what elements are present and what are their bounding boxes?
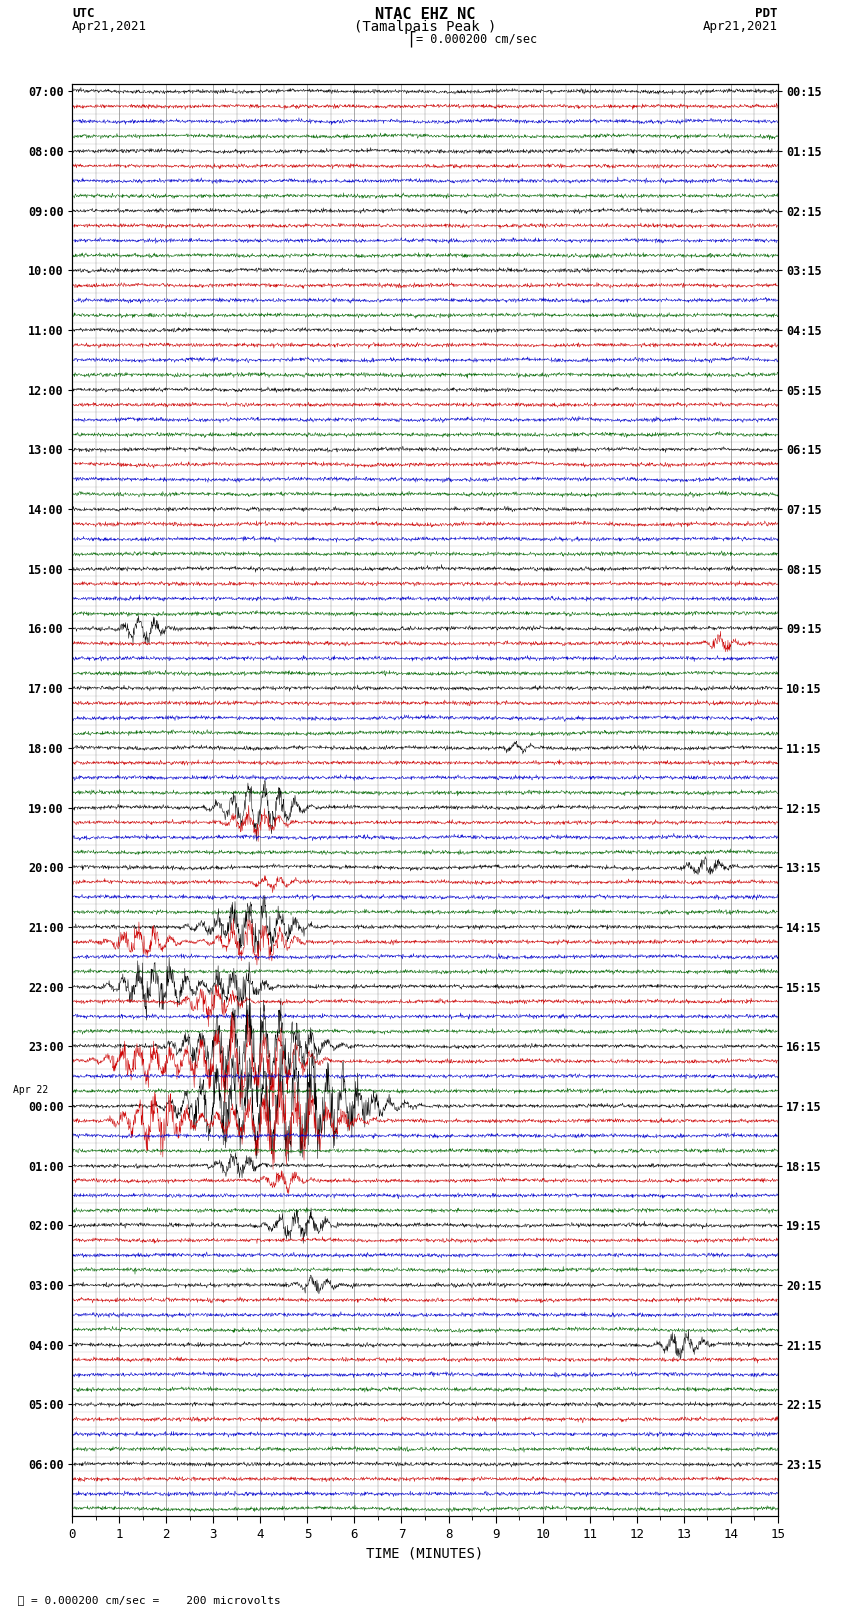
Text: Apr21,2021: Apr21,2021 [72,19,147,34]
Text: ⎡: ⎡ [408,31,416,47]
Text: NTAC EHZ NC: NTAC EHZ NC [375,6,475,23]
Text: PDT: PDT [756,6,778,21]
Text: Apr 22: Apr 22 [14,1084,48,1095]
Text: UTC: UTC [72,6,94,21]
Text: ⮣ = 0.000200 cm/sec =    200 microvolts: ⮣ = 0.000200 cm/sec = 200 microvolts [4,1595,281,1605]
Text: = 0.000200 cm/sec: = 0.000200 cm/sec [416,32,537,45]
X-axis label: TIME (MINUTES): TIME (MINUTES) [366,1547,484,1561]
Text: (Tamalpais Peak ): (Tamalpais Peak ) [354,19,496,34]
Text: Apr21,2021: Apr21,2021 [703,19,778,34]
